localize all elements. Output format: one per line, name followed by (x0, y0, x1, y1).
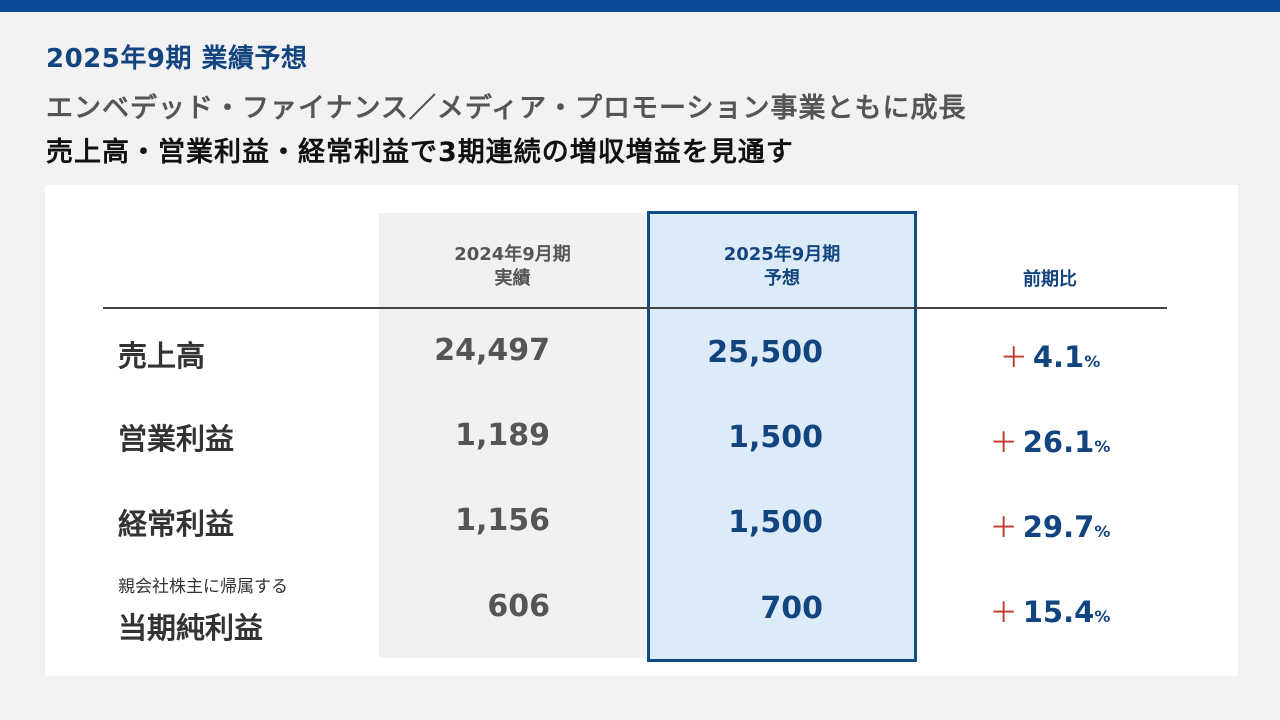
prev-year-column-bg (379, 213, 646, 658)
forecast-header-line1: 2025年9月期 (723, 244, 841, 265)
percent-unit: % (1084, 352, 1101, 371)
yoy-header: 前期比 (1023, 269, 1077, 290)
yoy-value: 26.1 (1022, 425, 1095, 459)
forecast-column-highlight (647, 211, 917, 662)
forecast-value-operating-profit: 1,500 (728, 420, 823, 455)
row-label-net-income: 当期純利益 (118, 611, 264, 645)
prev-value-ordinary-profit: 1,156 (455, 503, 550, 538)
plus-sign: ＋ (999, 341, 1028, 374)
prev-year-header-line1: 2024年9月期 (454, 244, 571, 265)
forecast-header-line2: 予想 (764, 268, 800, 289)
yoy-revenue: ＋ 4.1% (950, 336, 1150, 376)
row-label-ordinary-profit: 経常利益 (118, 507, 235, 541)
plus-sign: ＋ (989, 596, 1018, 629)
percent-unit: % (1094, 607, 1111, 626)
yoy-ordinary-profit: ＋ 29.7% (950, 506, 1150, 546)
plus-sign: ＋ (989, 426, 1018, 459)
row-label-operating-profit: 営業利益 (118, 422, 235, 456)
page-title: 2025年9期 業績予想 (46, 44, 308, 74)
plus-sign: ＋ (989, 511, 1018, 544)
page-headline: 売上高・営業利益・経常利益で3期連続の増収増益を見通す (46, 137, 794, 168)
forecast-header: 2025年9月期 予想 (647, 243, 917, 291)
prev-value-operating-profit: 1,189 (455, 418, 550, 453)
yoy-net-income: ＋ 15.4% (950, 591, 1150, 631)
forecast-value-net-income: 700 (760, 591, 823, 626)
yoy-operating-profit: ＋ 26.1% (950, 421, 1150, 461)
prev-year-header: 2024年9月期 実績 (379, 243, 646, 291)
prev-value-net-income: 606 (487, 589, 550, 624)
forecast-value-ordinary-profit: 1,500 (728, 505, 823, 540)
top-accent-bar (0, 0, 1280, 12)
row-label-revenue: 売上高 (118, 339, 206, 373)
prev-year-header-line2: 実績 (494, 268, 531, 289)
yoy-value: 15.4 (1022, 595, 1095, 629)
yoy-value: 4.1 (1032, 340, 1085, 374)
prev-value-revenue: 24,497 (434, 333, 550, 368)
forecast-value-revenue: 25,500 (707, 335, 823, 370)
percent-unit: % (1094, 437, 1111, 456)
page-subtitle: エンベデッド・ファイナンス／メディア・プロモーション事業ともに成長 (46, 93, 967, 124)
percent-unit: % (1094, 522, 1111, 541)
row-sublabel-net-income: 親会社株主に帰属する (118, 577, 288, 597)
yoy-value: 29.7 (1022, 510, 1095, 544)
header-divider (103, 307, 1167, 309)
